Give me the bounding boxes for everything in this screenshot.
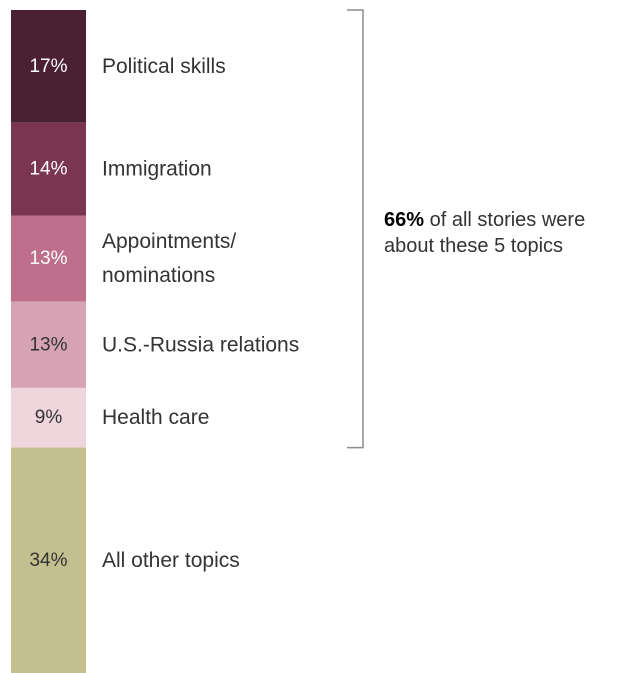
topic-label-0: Political skills xyxy=(102,55,226,78)
bracket-note-line2: about these 5 topics xyxy=(384,235,563,257)
bar-segment-1 xyxy=(11,122,86,216)
topics-bracket xyxy=(347,9,364,449)
topic-label-line-3-0: U.S.-Russia relations xyxy=(102,333,299,356)
topic-label-2: Appointments/nominations xyxy=(102,230,236,287)
bar-segment-5 xyxy=(11,447,86,673)
topic-label-line-2-0: Appointments/ xyxy=(102,230,236,253)
value-label-3: 13% xyxy=(29,334,67,355)
topic-label-line-5-0: All other topics xyxy=(102,549,240,572)
stacked-bar xyxy=(11,10,86,673)
value-label-1: 14% xyxy=(29,159,67,180)
value-label-5: 34% xyxy=(29,550,67,571)
value-label-2: 13% xyxy=(29,248,67,269)
bracket-note-bold: 66% xyxy=(384,209,424,231)
bracket-note-line1: 66% of all stories were xyxy=(384,209,585,231)
bar-segment-3 xyxy=(11,301,86,388)
topic-label-5: All other topics xyxy=(102,549,240,572)
topic-label-line-4-0: Health care xyxy=(102,406,209,429)
topic-labels: Political skills Immigration Appointments/… xyxy=(102,55,299,572)
topic-label-line-0-0: Political skills xyxy=(102,55,226,78)
topic-label-1: Immigration xyxy=(102,158,212,181)
bar-segment-4 xyxy=(11,387,86,448)
topic-label-4: Health care xyxy=(102,406,209,429)
bar-segment-2 xyxy=(11,215,86,302)
bar-segment-0 xyxy=(11,10,86,123)
bracket-note-rest: of all stories were xyxy=(424,209,585,231)
value-label-4: 9% xyxy=(35,407,63,428)
value-label-0: 17% xyxy=(29,56,67,77)
topic-label-line-2-1: nominations xyxy=(102,264,215,287)
topic-label-line-1-0: Immigration xyxy=(102,158,212,181)
topic-label-3: U.S.-Russia relations xyxy=(102,333,299,356)
value-labels: 17% 14% 13% 13% 9% 34% xyxy=(29,56,67,571)
